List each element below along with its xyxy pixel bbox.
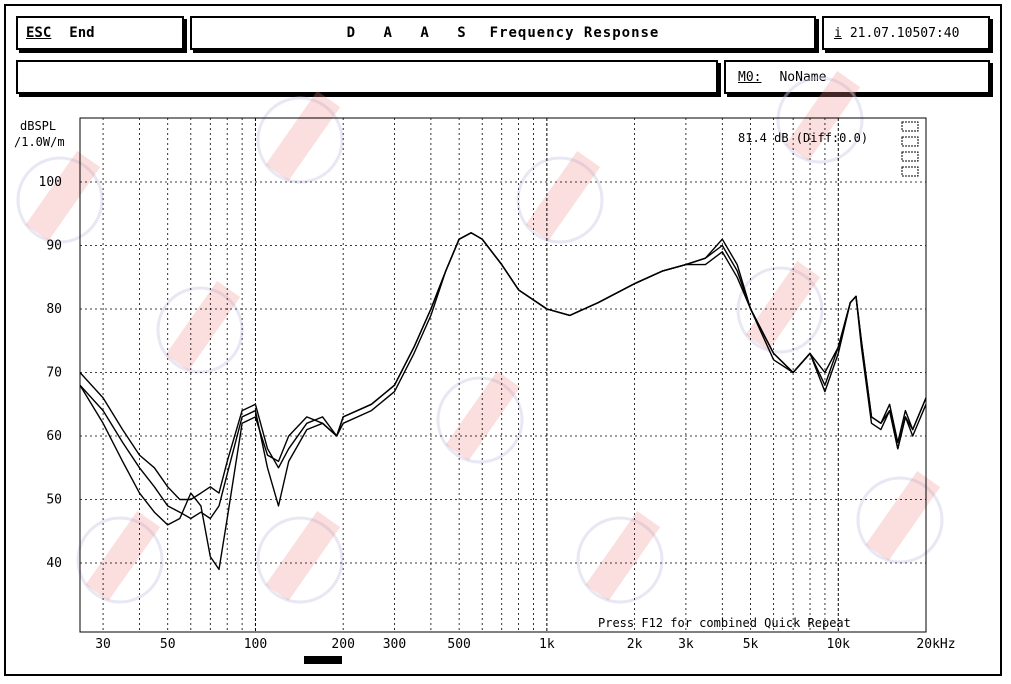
x-tick-labels: 30 50 100 200 300 500 1k 2k 3k 5k 10k 20kHz	[95, 637, 955, 652]
watermark-stamp	[265, 91, 341, 181]
footer-hint: Press F12 for combined Quick Repeat	[598, 616, 851, 630]
watermark-stamp	[85, 511, 161, 601]
y-tick-label: 60	[46, 429, 62, 444]
watermark-logo-circle	[76, 516, 164, 604]
watermark-logo-circle	[776, 76, 864, 164]
x-tick-label: 100	[244, 637, 267, 652]
app-name: D A A S	[346, 25, 476, 41]
watermark-stamp	[25, 151, 101, 241]
watermark-logo-circle	[516, 156, 604, 244]
y-tick-labels: 100 90 80 70 60 50 40	[39, 175, 62, 571]
watermark-logo-circle	[256, 516, 344, 604]
legend-swatch-2[interactable]	[901, 136, 919, 147]
y-tick-label: 50	[46, 493, 62, 508]
watermark-logo-circle	[576, 516, 664, 604]
x-tick-label: 50	[160, 637, 176, 652]
legend-swatches	[901, 121, 919, 177]
x-tick-label: 500	[447, 637, 470, 652]
title-bar: D A A S Frequency Response	[190, 16, 816, 50]
x-tick-label: 2k	[627, 637, 643, 652]
plot-area	[79, 117, 927, 633]
comment-field[interactable]	[16, 60, 718, 94]
window-frame	[4, 4, 1002, 676]
y-axis-label-line2: /1.0W/m	[14, 135, 65, 149]
watermark-stamp	[585, 511, 661, 601]
x-tick-label: 30	[95, 637, 111, 652]
memory-key-label: M0:	[738, 69, 762, 85]
memory-slot-button[interactable]: M0: NoName	[724, 60, 990, 94]
timestamp: 21.07.10507:40	[849, 25, 960, 41]
end-label: End	[69, 25, 95, 41]
memory-name: NoName	[779, 69, 827, 85]
x-tick-label: 200	[331, 637, 354, 652]
watermark-layer	[16, 71, 944, 604]
watermark-stamp	[785, 71, 861, 161]
x-tick-label: 20kHz	[916, 637, 955, 652]
y-tick-label: 100	[39, 175, 62, 190]
page-title: Frequency Response	[489, 25, 660, 41]
watermark-stamp	[865, 471, 941, 561]
watermark-stamp	[525, 151, 601, 241]
info-key-label: i	[834, 25, 842, 41]
esc-key-label: ESC	[26, 25, 52, 41]
level-readout: 81.4 dB (Diff:0.0)	[738, 131, 868, 145]
series-layer	[79, 232, 927, 571]
watermark-stamp	[745, 261, 821, 351]
watermark-stamp	[165, 281, 241, 371]
legend-swatch-3[interactable]	[901, 151, 919, 162]
y-tick-label: 70	[46, 366, 62, 381]
legend-swatch-4[interactable]	[901, 166, 919, 177]
watermark-logo-circle	[436, 376, 524, 464]
y-tick-label: 40	[46, 556, 62, 571]
watermark-logo-circle	[856, 476, 944, 564]
watermark-logo-circle	[16, 156, 104, 244]
chart-grid	[80, 118, 927, 632]
y-axis-label-line1: dBSPL	[20, 119, 56, 133]
x-tick-label: 1k	[539, 637, 555, 652]
watermark-stamp	[265, 511, 341, 601]
frequency-cursor-marker[interactable]	[304, 656, 342, 664]
y-tick-label: 90	[46, 239, 62, 254]
series-line-3	[79, 232, 927, 571]
watermark-logo-circle	[736, 266, 824, 354]
info-button[interactable]: i 21.07.10507:40	[822, 16, 990, 50]
x-tick-label: 300	[383, 637, 406, 652]
esc-end-button[interactable]: ESC End	[16, 16, 184, 50]
x-tick-label: 10k	[827, 637, 851, 652]
x-tick-label: 3k	[678, 637, 694, 652]
legend-swatch-1[interactable]	[901, 121, 919, 132]
x-tick-label: 5k	[743, 637, 759, 652]
y-tick-label: 80	[46, 302, 62, 317]
